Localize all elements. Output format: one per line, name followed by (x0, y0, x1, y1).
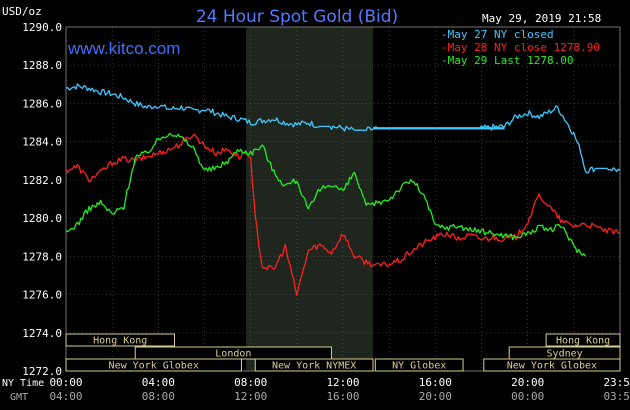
y-tick-label: 1282.0 (22, 174, 62, 187)
y-axis-unit: USD/oz (2, 5, 42, 18)
y-tick-label: 1288.0 (22, 59, 62, 72)
x-tick-label-gmt: 08:00 (142, 390, 175, 403)
series-line-1 (65, 133, 621, 297)
session-label: New York Globex (507, 361, 597, 372)
legend: -May 27 NY closed-May 28 NY close 1278.9… (441, 28, 600, 67)
series-line-0 (65, 83, 621, 174)
session-label: New York NYMEX (272, 361, 356, 372)
y-axis: 1290.0 1288.0 1286.0 1284.0 1282.0 1280.0 1278… (22, 21, 62, 378)
x-tick-label-gmt: 20:00 (419, 390, 452, 403)
y-tick-label: 1274.0 (22, 327, 62, 340)
session-label: New York Globex (109, 361, 199, 372)
x-tick-label-ny: 08:00 (234, 376, 267, 389)
x-tick-label-ny: 04:00 (142, 376, 175, 389)
session-label: Hong Kong (93, 336, 147, 347)
x-axis-label-ny: NY Time (2, 378, 44, 389)
session-label: Hong Kong (556, 336, 610, 347)
y-tick-label: 1272.0 (22, 365, 62, 378)
legend-entry: -May 29 Last 1278.00 (441, 54, 573, 67)
session-label: NY Globex (392, 361, 446, 372)
x-tick-label-ny: 16:00 (419, 376, 452, 389)
session-label: London (215, 349, 251, 360)
y-tick-label: 1276.0 (22, 289, 62, 302)
x-tick-label-ny: 23:59 (603, 376, 630, 389)
x-tick-label-ny: 00:00 (49, 376, 82, 389)
session-box: New York NYMEX (254, 358, 374, 372)
session-box: London (134, 346, 332, 360)
session-box-frame (65, 358, 242, 372)
y-tick-label: 1278.0 (22, 250, 62, 263)
series-line-2 (65, 132, 586, 257)
timestamp: May 29, 2019 21:58 (482, 12, 601, 25)
x-tick-label-gmt: 00:00 (511, 390, 544, 403)
chart-title: 24 Hour Spot Gold (Bid) (196, 7, 398, 27)
x-axis-label-gmt: GMT (10, 392, 28, 403)
x-tick-label-gmt: 12:00 (234, 390, 267, 403)
y-tick-label: 1290.0 (22, 21, 62, 34)
x-tick-label-ny: 12:00 (326, 376, 359, 389)
session-box-frame (254, 358, 374, 372)
session-box: New York Globex (65, 358, 242, 372)
session-label: Sydney (547, 349, 583, 360)
y-tick-label: 1284.0 (22, 136, 62, 149)
x-axis: 00:0004:0008:0012:0016:0020:0023:5904:00… (2, 376, 630, 403)
x-tick-label-ny: 20:00 (511, 376, 544, 389)
session-box-frame (545, 333, 621, 347)
x-tick-label-gmt: 16:00 (326, 390, 359, 403)
legend-entry: -May 28 NY close 1278.90 (441, 41, 600, 54)
y-tick-label: 1280.0 (22, 212, 62, 225)
legend-entry: -May 27 NY closed (441, 28, 554, 41)
session-box-frame (483, 358, 621, 372)
session-box: New York Globex (483, 358, 621, 372)
session-box: Sydney (508, 346, 621, 360)
series-lines (65, 83, 621, 297)
nymex-session-band (246, 27, 374, 371)
session-box-frame (65, 333, 175, 347)
x-tick-label-gmt: 04:00 (49, 390, 82, 403)
session-box-frame (374, 358, 464, 372)
x-tick-label-gmt: 03:59 (603, 390, 630, 403)
session-box: Hong Kong (545, 333, 621, 347)
watermark: www.kitco.com (67, 39, 180, 58)
y-tick-label: 1286.0 (22, 97, 62, 110)
session-box: NY Globex (374, 358, 464, 372)
session-box: Hong Kong (65, 333, 175, 347)
